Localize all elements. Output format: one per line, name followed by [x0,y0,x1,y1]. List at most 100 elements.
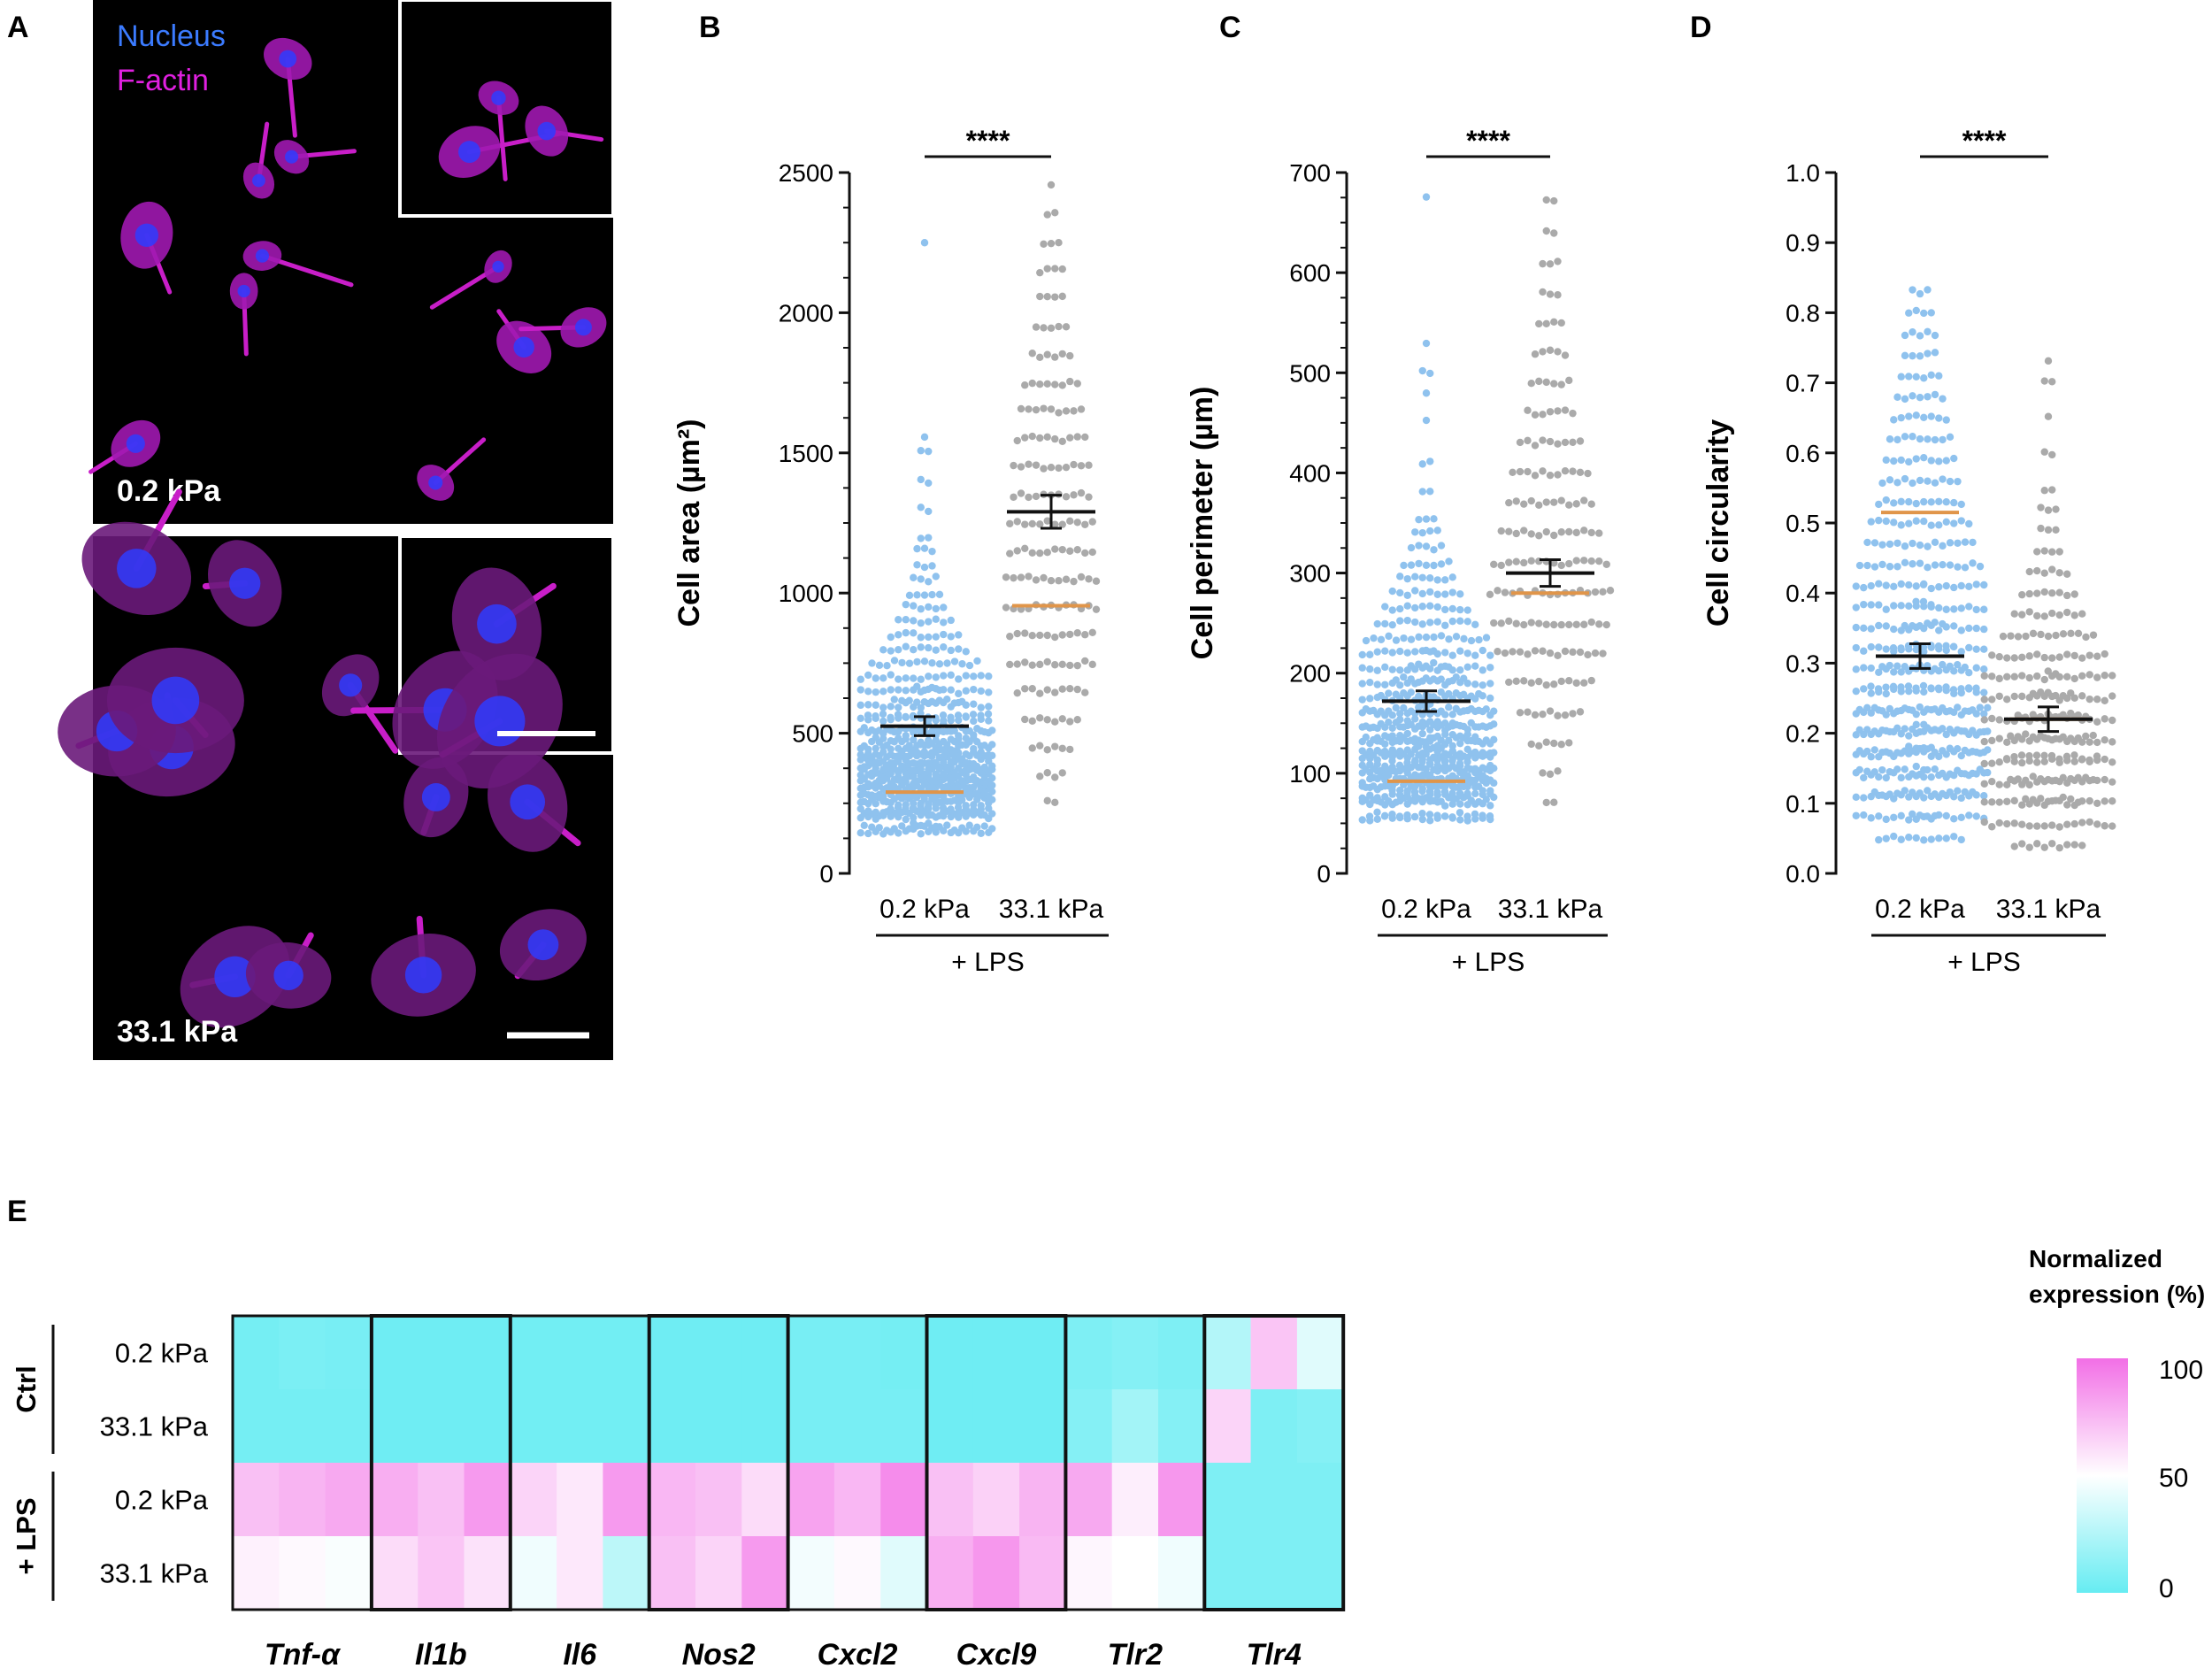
data-point [935,660,944,668]
data-point [879,703,887,711]
data-point [1073,716,1081,724]
data-point [1893,393,1901,401]
data-point [1430,753,1438,762]
data-point [1969,706,1977,714]
data-point [2108,778,2116,786]
data-point [1980,780,1988,788]
data-point [2048,486,2056,494]
data-point [1077,573,1086,581]
data-point [1422,646,1430,655]
data-point [860,763,868,771]
data-point [1954,787,1962,795]
data-point [1400,673,1408,681]
data-point [2014,775,2022,783]
data-point [1456,665,1464,674]
data-point [1939,703,1947,712]
data-point [1905,742,1913,750]
data-point [917,765,925,773]
data-point [925,633,933,642]
data-point [928,783,936,791]
data-point [1870,768,1878,776]
data-point [1058,545,1066,554]
data-point [1021,434,1029,442]
data-point [1557,561,1565,570]
data-point [2033,822,2041,830]
data-point [1396,710,1404,718]
data-point [1920,454,1928,462]
data-point [1366,695,1374,703]
data-point [1036,689,1044,697]
data-point [2063,650,2071,658]
data-point [1422,674,1430,682]
data-point [1886,563,1894,571]
data-point [1415,678,1423,687]
data-point [940,619,948,627]
data-point [2108,716,2116,725]
data-point [1494,648,1502,656]
data-point [1505,678,1513,687]
data-point [1950,519,1958,527]
data-point [1426,527,1434,535]
data-point [1433,811,1441,819]
data-point [2010,752,2018,761]
heatmap-cell [464,1316,511,1390]
cell-nucleus [339,673,363,697]
data-point [928,659,936,667]
data-point [1995,734,2003,742]
data-point [2089,631,2098,639]
data-point [1905,412,1913,420]
heatmap-cell [1019,1463,1066,1537]
data-point [1855,705,1863,714]
data-point [1388,587,1396,596]
heatmap-cell [833,1536,881,1611]
data-point [1366,760,1374,769]
data-point [1867,581,1875,590]
data-point [1460,674,1468,682]
data-point [1463,663,1471,671]
data-point [1482,705,1490,713]
data-point [940,737,948,746]
data-point [1946,433,1955,442]
data-point [1448,730,1456,739]
data-point [958,741,966,750]
data-point [1954,744,1962,753]
cell [273,140,357,174]
data-point [1486,664,1494,672]
heatmap-cell [233,1463,280,1537]
data-point [1905,834,1913,842]
data-point [1527,679,1535,687]
data-point [1043,631,1051,640]
data-point [1505,498,1513,507]
data-point [1905,497,1913,506]
data-point [1456,605,1464,614]
data-point [910,766,918,774]
data-point [1418,488,1426,496]
data-point [1385,707,1393,715]
cell [81,488,192,616]
data-point [1931,390,1939,399]
data-point [1471,680,1479,688]
data-point [1456,750,1464,758]
data-point [1396,666,1404,674]
data-point [856,701,864,710]
data-point [1561,438,1570,447]
data-point [1875,668,1883,677]
data-point [925,603,933,611]
data-point [970,717,978,726]
data-point [1433,527,1441,534]
data-point [1366,678,1374,687]
data-point [872,765,879,773]
data-point [1969,538,1977,547]
data-point [1980,716,1988,724]
data-point [898,822,906,830]
data-point [890,825,898,833]
data-point [1893,662,1901,670]
data-point [1860,583,1868,592]
data-point [1486,812,1494,820]
data-point [1965,811,1973,819]
data-point [1043,716,1051,724]
data-point [928,697,936,706]
data-point [1863,747,1871,756]
data-point [1988,823,1996,831]
